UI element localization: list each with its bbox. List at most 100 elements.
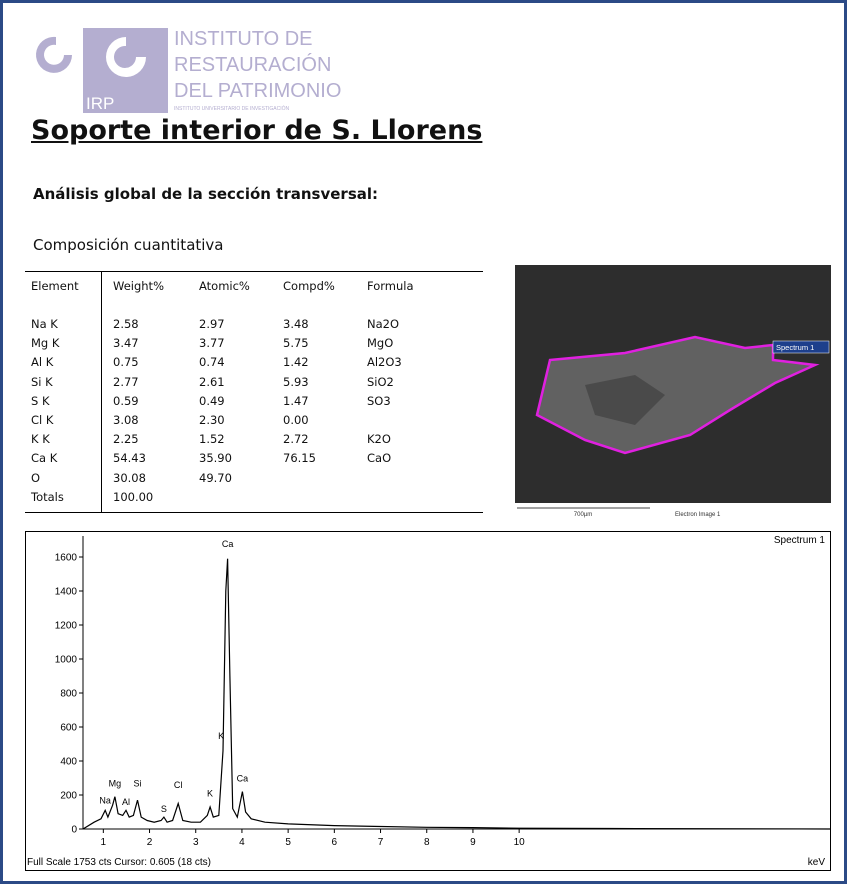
x-tick-label: 6: [332, 837, 338, 848]
table-cell: 1.52: [199, 432, 225, 447]
sample-region: [585, 375, 665, 425]
table-cell: Na2O: [367, 317, 400, 331]
table-cell: 35.90: [199, 451, 232, 466]
table-cell: 1.47: [283, 393, 309, 408]
x-unit: keV: [808, 857, 826, 868]
table-cell: 0.75: [113, 355, 139, 370]
peak-label: S: [161, 804, 167, 814]
table-cell: 3.47: [113, 336, 139, 351]
table-cell: 2.61: [199, 374, 225, 389]
composition-table: Element Weight% Atomic% Compd% Formula Na K 2.…: [25, 271, 483, 513]
logo-text: RESTAURACIÓN: [174, 53, 331, 76]
y-tick-label: 1200: [55, 621, 78, 632]
table-cell: Na K: [31, 317, 58, 331]
x-tick-label: 7: [378, 837, 384, 848]
table-cell: 2.97: [199, 317, 225, 331]
table-cell: Mg K: [31, 336, 60, 351]
peak-label: K: [207, 789, 213, 799]
y-tick-label: 1600: [55, 553, 78, 564]
spectrum-tag: [772, 340, 830, 354]
peak-label: K: [218, 731, 224, 741]
table-cell: 5.75: [283, 336, 309, 351]
table-cell: 3.48: [283, 317, 309, 331]
y-tick-label: 200: [60, 791, 77, 802]
table-cell: Totals: [31, 489, 64, 504]
subtitle: Análisis global de la sección transversa…: [33, 185, 379, 203]
y-tick-label: 800: [60, 689, 77, 700]
x-tick-label: 2: [147, 837, 153, 848]
spectrum-outline: [535, 335, 820, 455]
table-cell: MgO: [367, 336, 394, 351]
peak-label: Na: [99, 796, 111, 806]
x-tick-label: 10: [514, 837, 526, 848]
y-tick-label: 600: [60, 723, 77, 734]
table-cell: SiO2: [367, 374, 394, 389]
x-tick-label: 5: [285, 837, 291, 848]
logo-swirl: [36, 36, 72, 73]
table-cell: CaO: [367, 451, 392, 466]
logo-text: DEL PATRIMONIO: [174, 80, 341, 102]
table-cell: 100.00: [113, 489, 154, 504]
y-tick-label: 0: [71, 825, 77, 836]
sample-region: [537, 337, 815, 453]
table-cell: 3.08: [113, 413, 139, 427]
table-cell: 2.72: [283, 432, 309, 447]
table-cell: 5.93: [283, 374, 309, 389]
x-tick-label: 3: [193, 837, 199, 848]
spectrum-line: [82, 558, 831, 830]
table-cell: 49.70: [199, 470, 232, 485]
table-cell: K K: [31, 432, 50, 447]
chart-frame: [25, 531, 831, 871]
title: Soporte interior de S. Llorens: [31, 115, 483, 146]
logo-mark: IRP: [86, 94, 114, 113]
table-cell: Al2O3: [367, 355, 402, 370]
table-cell: Si K: [31, 374, 53, 389]
table-cell: 30.08: [113, 470, 146, 485]
table-cell: 2.30: [199, 413, 225, 427]
logo-swirl: [106, 37, 146, 77]
peak-label: Si: [134, 779, 142, 789]
scale-label: 700µm: [574, 512, 592, 518]
table-cell: S K: [31, 393, 50, 408]
table-cell: Compd%: [283, 279, 335, 293]
table-cell: Ca K: [31, 451, 58, 466]
table-cell: 3.77: [199, 336, 225, 351]
peak-label: Ca: [237, 773, 249, 783]
y-tick-label: 400: [60, 757, 77, 768]
section-heading: Composición cuantitativa: [33, 236, 224, 254]
table-cell: Formula: [367, 279, 414, 293]
table-cell: 0.49: [199, 393, 225, 408]
table-cell: 0.59: [113, 393, 139, 408]
y-tick-label: 1400: [55, 587, 78, 598]
table-cell: 54.43: [113, 451, 146, 466]
table-cell: 76.15: [283, 451, 316, 466]
table-cell: 2.77: [113, 374, 139, 389]
table-cell: Element: [31, 279, 79, 293]
table-cell: 0.74: [199, 355, 225, 370]
logo-text: INSTITUTO DE: [174, 28, 313, 50]
table-cell: 1.42: [283, 355, 309, 370]
x-tick-label: 9: [470, 837, 476, 848]
image-caption: Electron Image 1: [675, 512, 721, 518]
chart-title: Spectrum 1: [774, 535, 826, 546]
x-tick-label: 1: [101, 837, 107, 848]
logo: IRP INSTITUTO DE RESTAURACIÓN DEL PATRIM…: [36, 28, 341, 113]
peak-label: Cl: [174, 780, 183, 790]
x-tick-label: 8: [424, 837, 430, 848]
logo-subtext: INSTITUTO UNIVERSITARIO DE INVESTIGACIÓN: [174, 105, 289, 112]
spectrum-tag-text: Spectrum 1: [776, 343, 814, 352]
electron-image: Spectrum 1: [515, 265, 831, 503]
table-cell: K2O: [367, 432, 391, 447]
x-tick-label: 4: [239, 837, 245, 848]
table-cell: Al K: [31, 355, 54, 370]
table-rule: [101, 272, 102, 512]
table-cell: O: [31, 470, 41, 485]
table-cell: 2.25: [113, 432, 139, 447]
peak-label: Mg: [109, 779, 122, 789]
table-cell: 2.58: [113, 317, 139, 331]
table-cell: 0.00: [283, 413, 309, 427]
table-cell: Atomic%: [199, 279, 250, 293]
spectrum-chart: Spectrum 1 Full Scale 1753 cts Cursor: 0…: [25, 531, 831, 871]
table-cell: Weight%: [113, 279, 164, 293]
